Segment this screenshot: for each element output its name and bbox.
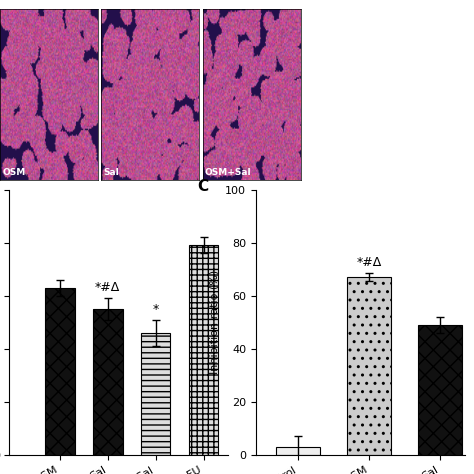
Bar bbox=[45, 288, 74, 455]
Text: C: C bbox=[198, 179, 209, 194]
Text: Sal: Sal bbox=[103, 168, 119, 177]
Bar bbox=[141, 333, 171, 455]
Text: *#Δ: *#Δ bbox=[356, 256, 382, 269]
Bar bbox=[418, 325, 462, 455]
Text: OSM+Sal: OSM+Sal bbox=[205, 168, 252, 177]
Text: OSM: OSM bbox=[2, 168, 25, 177]
Y-axis label: Inhibition ratio (%): Inhibition ratio (%) bbox=[210, 270, 219, 374]
Text: *#Δ: *#Δ bbox=[95, 282, 120, 294]
Bar bbox=[347, 277, 391, 455]
Text: *: * bbox=[153, 303, 159, 316]
Bar bbox=[189, 246, 219, 455]
Bar bbox=[276, 447, 320, 455]
Bar bbox=[93, 309, 123, 455]
